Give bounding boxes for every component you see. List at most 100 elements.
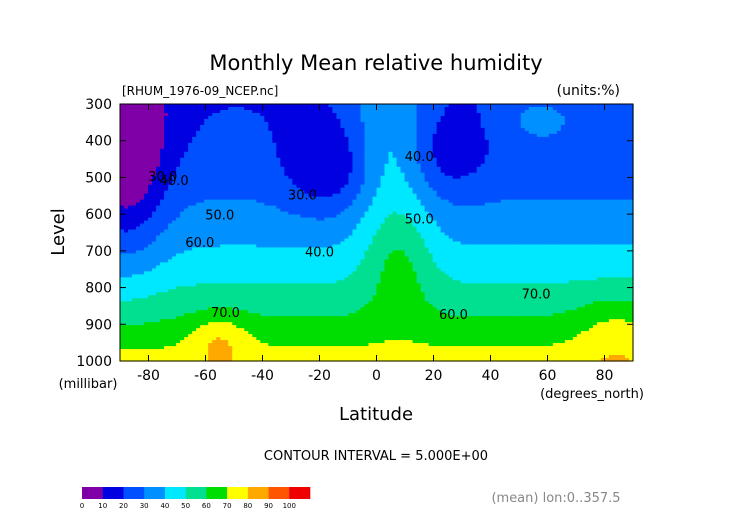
heatmap-cell [568,118,574,123]
heatmap-cell [276,217,281,222]
heatmap-cell [448,157,454,162]
heatmap-cell [536,166,542,171]
heatmap-cell [580,133,586,138]
heatmap-cell [292,202,297,207]
heatmap-cell [140,124,145,129]
heatmap-cell [404,112,410,117]
heatmap-cell [168,157,173,162]
heatmap-cell [300,109,305,114]
heatmap-cell [160,217,165,222]
heatmap-cell [364,130,370,135]
heatmap-cell [456,175,462,180]
heatmap-cell [360,154,366,159]
heatmap-cell [412,154,418,159]
heatmap-cell [480,181,486,186]
heatmap-cell [308,136,313,141]
heatmap-cell [536,211,542,216]
heatmap-cell [236,160,241,165]
heatmap-cell [384,193,390,198]
heatmap-cell [600,124,606,129]
heatmap-cell [296,151,301,156]
heatmap-cell [488,112,494,117]
heatmap-cell [284,181,289,186]
heatmap-cell [428,118,434,123]
heatmap-cell [492,118,498,123]
heatmap-cell [372,124,378,129]
heatmap-cell [176,166,181,171]
heatmap-cell [160,127,165,132]
heatmap-cell [324,160,330,165]
heatmap-cell [624,104,630,108]
heatmap-cell [276,124,281,129]
heatmap-cell [132,121,137,126]
heatmap-cell [188,175,193,180]
heatmap-cell [140,187,145,192]
heatmap-cell [280,199,285,204]
heatmap-cell [232,160,237,165]
heatmap-cell [276,196,281,201]
heatmap-cell [296,166,301,171]
heatmap-cell [360,115,366,120]
heatmap-cell [444,127,450,132]
heatmap-cell [544,124,550,129]
heatmap-cell [380,172,386,177]
heatmap-cell [484,139,490,144]
heatmap-cell [500,145,506,150]
heatmap-cell [376,193,382,198]
heatmap-cell [244,157,249,162]
heatmap-cell [208,124,213,129]
heatmap-cell [472,190,478,195]
heatmap-cell [180,118,185,123]
heatmap-cell [588,211,594,216]
heatmap-cell [176,205,181,210]
heatmap-cell [304,193,309,198]
heatmap-cell [592,169,598,174]
heatmap-cell [504,202,510,207]
heatmap-cell [160,199,165,204]
heatmap-cell [560,130,566,135]
heatmap-cell [224,112,229,117]
heatmap-cell [320,202,325,207]
heatmap-cell [596,193,602,198]
heatmap-cell [496,104,502,108]
heatmap-cell [280,115,285,120]
heatmap-cell [156,190,161,195]
heatmap-cell [472,104,478,108]
heatmap-cell [556,205,562,210]
heatmap-cell [560,118,566,123]
heatmap-cell [304,208,309,213]
heatmap-cell [568,121,574,126]
heatmap-cell [240,139,245,144]
heatmap-cell [220,187,225,192]
heatmap-cell [164,133,169,138]
heatmap-cell [516,127,522,132]
heatmap-cell [472,142,478,147]
heatmap-cell [264,196,269,201]
heatmap-cell [168,112,173,117]
heatmap-cell [628,124,634,129]
heatmap-cell [172,181,177,186]
heatmap-cell [184,217,189,222]
heatmap-cell [624,157,630,162]
heatmap-cell [340,181,346,186]
heatmap-cell [404,139,410,144]
heatmap-cell [292,115,297,120]
heatmap-cell [468,154,474,159]
heatmap-cell [216,130,221,135]
heatmap-cell [164,190,169,195]
heatmap-cell [428,142,434,147]
heatmap-cell [396,190,402,195]
heatmap-cell [152,104,157,108]
heatmap-cell [396,130,402,135]
heatmap-cell [364,112,370,117]
heatmap-cell [316,181,321,186]
heatmap-cell [468,148,474,153]
heatmap-cell [580,112,586,117]
heatmap-cell [120,217,125,222]
heatmap-cell [628,160,634,165]
heatmap-cell [252,184,257,189]
heatmap-cell [524,115,530,120]
heatmap-cell [208,208,213,213]
heatmap-cell [192,142,197,147]
heatmap-cell [252,181,257,186]
